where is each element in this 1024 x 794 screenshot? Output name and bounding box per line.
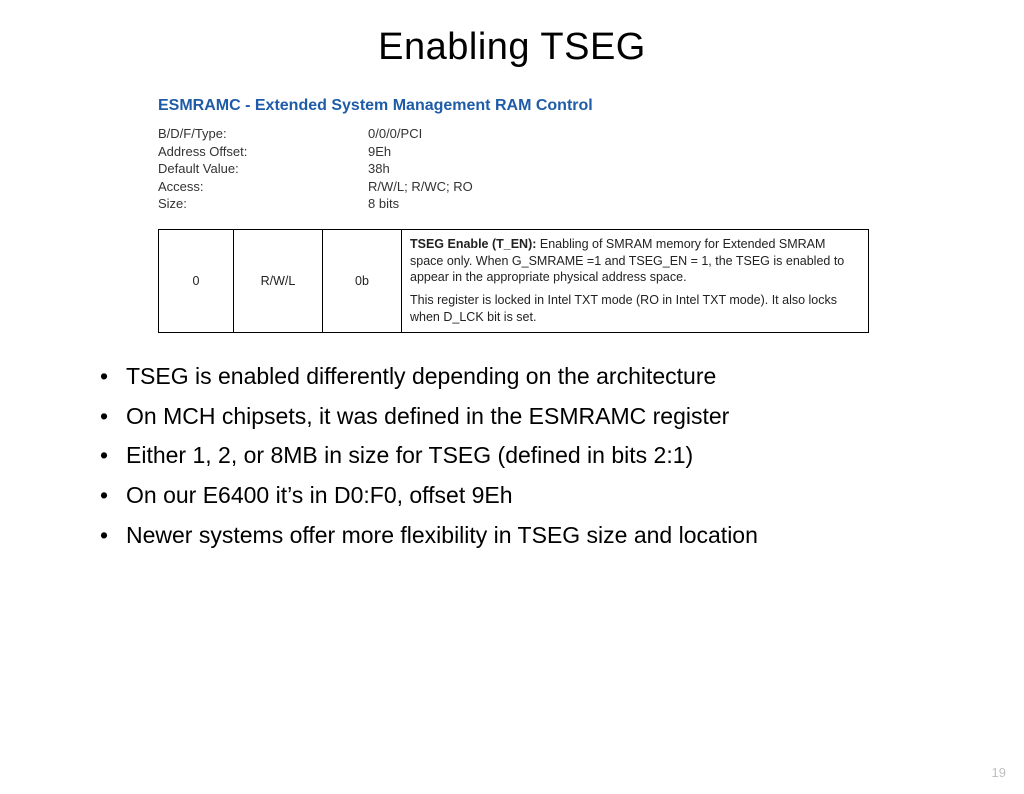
desc-title: TSEG Enable (T_EN):	[410, 237, 536, 251]
register-block: ESMRAMC - Extended System Management RAM…	[158, 97, 869, 333]
meta-label: B/D/F/Type:	[158, 125, 368, 143]
list-item: Either 1, 2, or 8MB in size for TSEG (de…	[100, 438, 962, 474]
cell-bit: 0	[159, 229, 234, 332]
meta-label: Access:	[158, 178, 368, 196]
meta-row: B/D/F/Type: 0/0/0/PCI	[158, 125, 869, 143]
register-meta: B/D/F/Type: 0/0/0/PCI Address Offset: 9E…	[158, 125, 869, 213]
cell-default: 0b	[323, 229, 402, 332]
meta-value: 0/0/0/PCI	[368, 125, 869, 143]
list-item: TSEG is enabled differently depending on…	[100, 359, 962, 395]
meta-row: Access: R/W/L; R/WC; RO	[158, 178, 869, 196]
meta-value: R/W/L; R/WC; RO	[368, 178, 869, 196]
meta-value: 9Eh	[368, 143, 869, 161]
list-item: On our E6400 it’s in D0:F0, offset 9Eh	[100, 478, 962, 514]
bullet-list: TSEG is enabled differently depending on…	[100, 359, 962, 553]
meta-value: 38h	[368, 160, 869, 178]
table-row: 0 R/W/L 0b TSEG Enable (T_EN): Enabling …	[159, 229, 869, 332]
meta-row: Size: 8 bits	[158, 195, 869, 213]
cell-access: R/W/L	[234, 229, 323, 332]
meta-label: Address Offset:	[158, 143, 368, 161]
meta-label: Default Value:	[158, 160, 368, 178]
cell-description: TSEG Enable (T_EN): Enabling of SMRAM me…	[402, 229, 869, 332]
meta-value: 8 bits	[368, 195, 869, 213]
desc-p2: This register is locked in Intel TXT mod…	[410, 292, 860, 326]
page-number: 19	[992, 765, 1006, 780]
register-heading: ESMRAMC - Extended System Management RAM…	[158, 97, 869, 115]
list-item: On MCH chipsets, it was defined in the E…	[100, 399, 962, 435]
list-item: Newer systems offer more flexibility in …	[100, 518, 962, 554]
register-table: 0 R/W/L 0b TSEG Enable (T_EN): Enabling …	[158, 229, 869, 333]
meta-label: Size:	[158, 195, 368, 213]
slide-title: Enabling TSEG	[0, 26, 1024, 69]
meta-row: Address Offset: 9Eh	[158, 143, 869, 161]
meta-row: Default Value: 38h	[158, 160, 869, 178]
